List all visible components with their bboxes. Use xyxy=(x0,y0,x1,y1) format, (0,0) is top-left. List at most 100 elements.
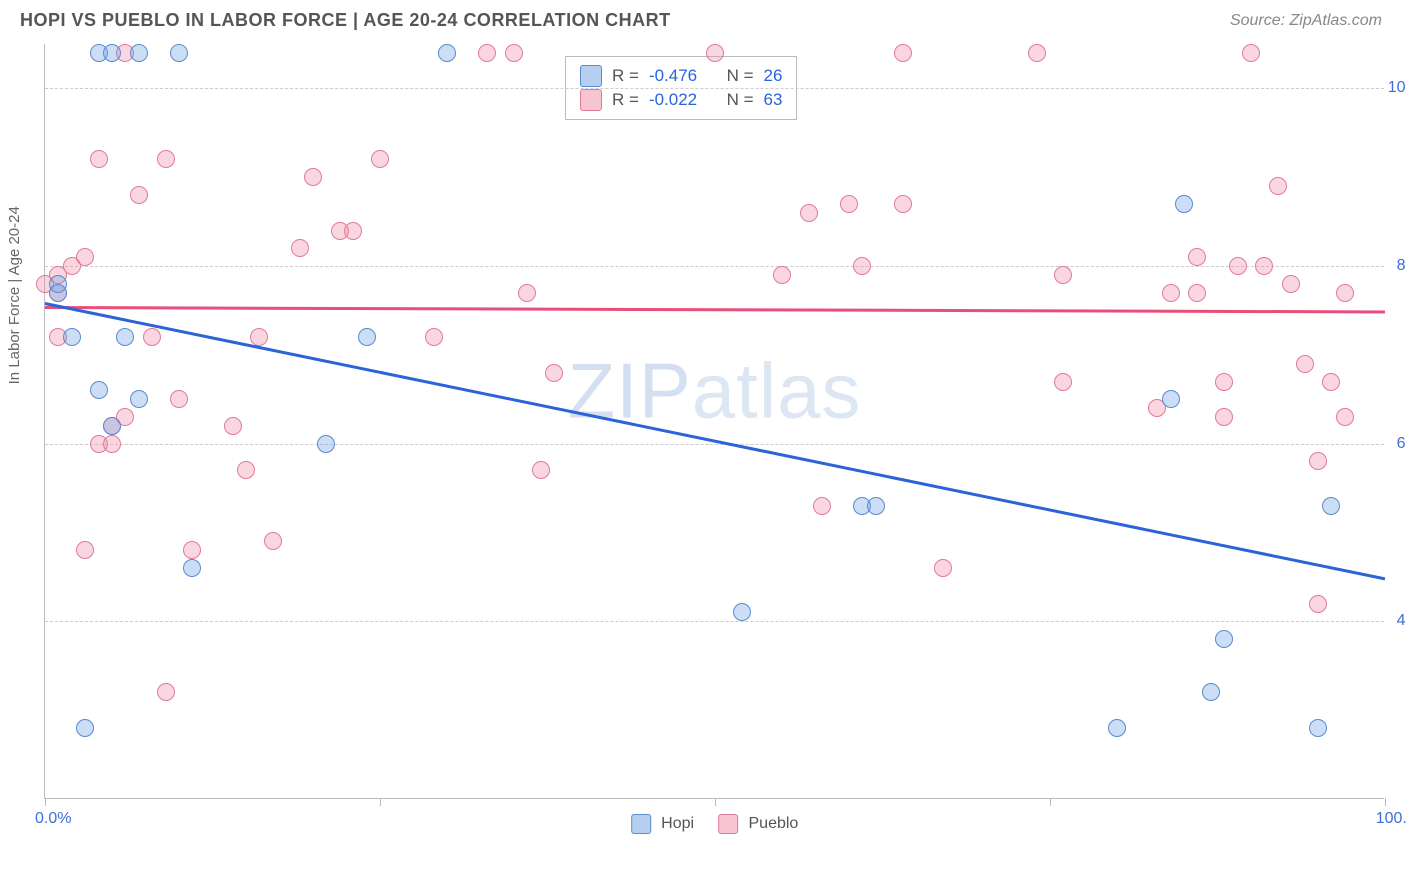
pueblo-point xyxy=(934,559,952,577)
pueblo-point xyxy=(1336,408,1354,426)
r-label: R = xyxy=(612,90,639,110)
r-label: R = xyxy=(612,66,639,86)
pueblo-point xyxy=(157,150,175,168)
x-axis-max-label: 100.0% xyxy=(1376,810,1406,828)
n-label: N = xyxy=(727,90,754,110)
legend-item-hopi: Hopi xyxy=(631,814,694,834)
x-tick xyxy=(1050,798,1051,806)
hopi-point xyxy=(1175,195,1193,213)
scatter-chart: ZIPatlas R = -0.476 N = 26 R = -0.022 N … xyxy=(44,44,1384,799)
x-tick xyxy=(380,798,381,806)
pueblo-point xyxy=(1054,373,1072,391)
x-tick xyxy=(1385,798,1386,806)
pueblo-point xyxy=(840,195,858,213)
hopi-point xyxy=(1215,630,1233,648)
hopi-point xyxy=(116,328,134,346)
pueblo-swatch-icon xyxy=(718,814,738,834)
pueblo-point xyxy=(1242,44,1260,62)
y-axis-title: In Labor Force | Age 20-24 xyxy=(6,206,23,384)
pueblo-point xyxy=(170,390,188,408)
hopi-n-value: 26 xyxy=(764,66,783,86)
pueblo-point xyxy=(1322,373,1340,391)
pueblo-point xyxy=(143,328,161,346)
pueblo-point xyxy=(706,44,724,62)
pueblo-point xyxy=(1162,284,1180,302)
hopi-swatch-icon xyxy=(580,65,602,87)
y-tick-label: 100.0% xyxy=(1388,79,1406,97)
hopi-point xyxy=(358,328,376,346)
pueblo-point xyxy=(894,195,912,213)
pueblo-swatch-icon xyxy=(580,89,602,111)
hopi-point xyxy=(130,44,148,62)
pueblo-point xyxy=(1309,595,1327,613)
pueblo-point xyxy=(425,328,443,346)
pueblo-point xyxy=(518,284,536,302)
gridline xyxy=(45,266,1384,267)
pueblo-point xyxy=(183,541,201,559)
series-legend: Hopi Pueblo xyxy=(631,814,799,834)
pueblo-point xyxy=(773,266,791,284)
pueblo-point xyxy=(545,364,563,382)
pueblo-point xyxy=(1215,408,1233,426)
x-tick xyxy=(715,798,716,806)
pueblo-point xyxy=(130,186,148,204)
pueblo-label: Pueblo xyxy=(748,815,798,832)
hopi-point xyxy=(317,435,335,453)
pueblo-point xyxy=(532,461,550,479)
pueblo-point xyxy=(224,417,242,435)
hopi-point xyxy=(438,44,456,62)
legend-item-pueblo: Pueblo xyxy=(718,814,798,834)
n-label: N = xyxy=(727,66,754,86)
hopi-point xyxy=(103,44,121,62)
pueblo-point xyxy=(237,461,255,479)
hopi-point xyxy=(170,44,188,62)
pueblo-point xyxy=(813,497,831,515)
hopi-point xyxy=(867,497,885,515)
hopi-point xyxy=(1202,683,1220,701)
x-axis-min-label: 0.0% xyxy=(35,810,71,828)
gridline xyxy=(45,88,1384,89)
y-tick-label: 80.0% xyxy=(1397,257,1406,275)
hopi-point xyxy=(76,719,94,737)
pueblo-point xyxy=(800,204,818,222)
watermark-thin: atlas xyxy=(692,346,862,434)
pueblo-point xyxy=(371,150,389,168)
pueblo-point xyxy=(1188,284,1206,302)
gridline xyxy=(45,621,1384,622)
hopi-point xyxy=(183,559,201,577)
gridline xyxy=(45,444,1384,445)
pueblo-point xyxy=(344,222,362,240)
pueblo-point xyxy=(1215,373,1233,391)
pueblo-point xyxy=(853,257,871,275)
pueblo-point xyxy=(1269,177,1287,195)
hopi-label: Hopi xyxy=(661,815,694,832)
pueblo-point xyxy=(291,239,309,257)
hopi-point xyxy=(90,381,108,399)
hopi-point xyxy=(733,603,751,621)
pueblo-point xyxy=(894,44,912,62)
pueblo-n-value: 63 xyxy=(764,90,783,110)
y-tick-label: 40.0% xyxy=(1397,612,1406,630)
pueblo-point xyxy=(1336,284,1354,302)
pueblo-point xyxy=(76,541,94,559)
hopi-swatch-icon xyxy=(631,814,651,834)
pueblo-point xyxy=(76,248,94,266)
hopi-r-value: -0.476 xyxy=(649,66,697,86)
pueblo-point xyxy=(1188,248,1206,266)
pueblo-point xyxy=(1282,275,1300,293)
pueblo-point xyxy=(1309,452,1327,470)
pueblo-point xyxy=(90,150,108,168)
pueblo-point xyxy=(478,44,496,62)
pueblo-point xyxy=(250,328,268,346)
pueblo-point xyxy=(304,168,322,186)
legend-row-pueblo: R = -0.022 N = 63 xyxy=(580,89,782,111)
pueblo-point xyxy=(1229,257,1247,275)
hopi-point xyxy=(1162,390,1180,408)
pueblo-point xyxy=(1054,266,1072,284)
hopi-point xyxy=(1322,497,1340,515)
pueblo-r-value: -0.022 xyxy=(649,90,697,110)
hopi-regression-line xyxy=(45,302,1385,580)
pueblo-point xyxy=(1255,257,1273,275)
hopi-point xyxy=(1309,719,1327,737)
x-tick xyxy=(45,798,46,806)
